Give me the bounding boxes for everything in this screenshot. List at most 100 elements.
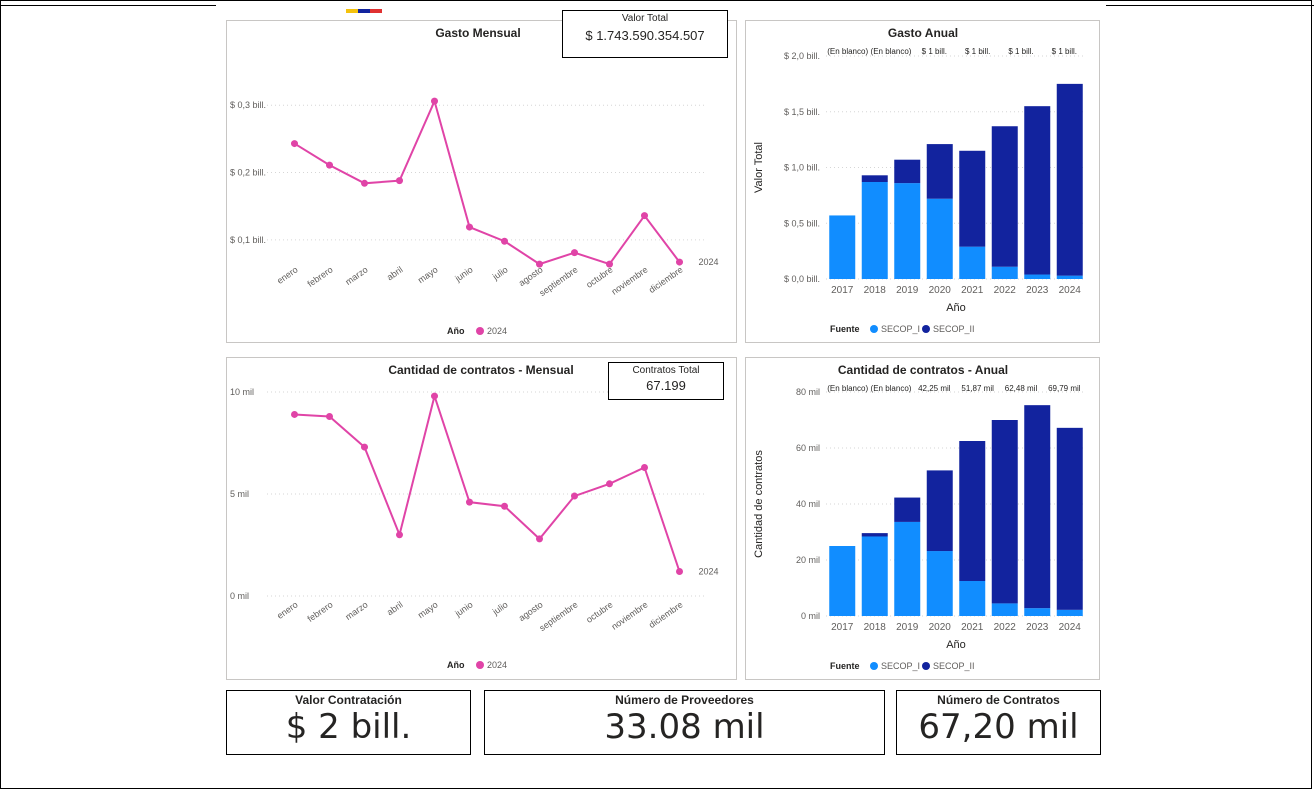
x-tick-label: octubre	[584, 264, 614, 289]
legend-title: Año	[447, 660, 465, 670]
bar-secop_ii-2018	[861, 533, 888, 537]
bar-secop_ii-2018	[861, 175, 888, 182]
bar-secop_i-2017	[829, 546, 856, 616]
gasto-mensual-title: Gasto Mensual	[435, 26, 520, 40]
data-point	[431, 392, 438, 400]
x-tick-label: 2024	[1059, 285, 1082, 296]
legend-swatch-secop-i	[870, 325, 878, 333]
total-data-label: (En blanco)	[827, 47, 868, 56]
x-tick-label: marzo	[343, 264, 369, 287]
legend-swatch-secop-ii	[922, 325, 930, 333]
x-tick-label: julio	[490, 599, 510, 617]
x-tick-label: marzo	[343, 599, 369, 622]
bar-secop_ii-2024	[1056, 83, 1083, 276]
legend-item-secop-i: SECOP_I	[881, 324, 920, 334]
data-point	[501, 237, 508, 245]
data-point	[571, 492, 578, 500]
y-tick-label: $ 0,3 bill.	[230, 100, 266, 110]
y-tick-label: $ 1,5 bill.	[784, 107, 820, 117]
gasto-mensual-panel[interactable]: Gasto Mensual $ 0,1 bill. $ 0,2 bill. $ 0,…	[226, 20, 737, 343]
contratos-anual-chart: Cantidad de contratos - Anual 0 mil 20 mi…	[753, 363, 1086, 671]
gasto-anual-title: Gasto Anual	[888, 26, 958, 40]
data-point	[466, 498, 473, 506]
data-point	[361, 179, 368, 187]
x-tick-label: 2019	[896, 285, 919, 296]
y-tick-label: $ 0,5 bill.	[784, 218, 820, 228]
x-tick-label: 2023	[1026, 622, 1049, 633]
data-point	[396, 177, 403, 185]
top-rule-right	[1106, 5, 1314, 6]
data-point	[431, 97, 438, 105]
data-point	[641, 463, 648, 471]
y-tick-label: 0 mil	[230, 591, 249, 601]
bar-secop_ii-2021	[959, 150, 986, 247]
gasto-anual-chart: Gasto Anual $ 0,0 bill. $ 0,5 bill. $ 1,0 …	[753, 26, 1086, 334]
data-point	[571, 249, 578, 257]
bar-secop_i-2021	[959, 246, 986, 279]
y-tick-label: 20 mil	[796, 555, 820, 565]
contratos-total-title: Contratos Total	[632, 365, 700, 376]
bar-secop_i-2023	[1024, 608, 1051, 616]
contratos-total-card: Contratos Total 67.199	[608, 362, 724, 400]
x-tick-label: septiembre	[537, 599, 579, 633]
y-tick-label: 60 mil	[796, 443, 820, 453]
data-point	[291, 410, 298, 418]
contratos-anual-panel[interactable]: Cantidad de contratos - Anual 0 mil 20 mi…	[745, 357, 1100, 680]
data-point	[606, 480, 613, 488]
contratos-mensual-chart: Cantidad de contratos - Mensual 0 mil 5 m…	[230, 363, 719, 670]
total-data-label: 62,48 mil	[1005, 384, 1038, 393]
data-point	[326, 161, 333, 169]
data-point	[361, 443, 368, 451]
valor-total-value: $ 1.743.590.354.507	[585, 28, 705, 43]
y-tick-label: $ 0,2 bill.	[230, 168, 266, 178]
bar-secop_i-2020	[926, 198, 953, 279]
x-tick-label: 2020	[929, 622, 952, 633]
x-tick-label: noviembre	[609, 264, 649, 296]
kpi-numero-proveedores: Número de Proveedores 33.08 mil	[484, 690, 885, 755]
bar-secop_i-2020	[926, 551, 953, 616]
bar-secop_i-2024	[1056, 609, 1083, 616]
y-tick-label: 80 mil	[796, 387, 820, 397]
y-tick-label: 40 mil	[796, 499, 820, 509]
data-point	[676, 258, 683, 266]
bar-secop_ii-2022	[991, 126, 1018, 267]
bar-secop_ii-2020	[926, 144, 953, 199]
legend-item-2024: 2024	[487, 660, 507, 670]
data-point	[466, 223, 473, 231]
kpi-numero-contratos-value: 67,20 mil	[918, 707, 1079, 747]
total-data-label: (En blanco)	[871, 384, 912, 393]
series-end-label: 2024	[699, 257, 719, 267]
data-point	[641, 212, 648, 220]
gasto-anual-panel[interactable]: Gasto Anual $ 0,0 bill. $ 0,5 bill. $ 1,0 …	[745, 20, 1100, 343]
contratos-mensual-panel[interactable]: Cantidad de contratos - Mensual 0 mil 5 m…	[226, 357, 737, 680]
contratos-anual-title: Cantidad de contratos - Anual	[838, 363, 1008, 377]
kpi-valor-contratacion-value: $ 2 bill.	[285, 707, 412, 747]
flag-stripe-icon	[346, 9, 382, 13]
legend-title: Fuente	[830, 661, 860, 671]
x-tick-label: agosto	[517, 599, 545, 623]
bar-secop_i-2023	[1024, 274, 1051, 279]
total-data-label: 69,79 mil	[1048, 384, 1081, 393]
legend-swatch-secop-i	[870, 662, 878, 670]
y-tick-label: 5 mil	[230, 489, 249, 499]
x-tick-label: diciembre	[647, 264, 685, 295]
x-axis-title: Año	[946, 302, 966, 314]
bar-secop_ii-2019	[894, 159, 921, 184]
data-point	[676, 568, 683, 576]
y-tick-label: $ 2,0 bill.	[784, 51, 820, 61]
total-data-label: (En blanco)	[871, 47, 912, 56]
series-line-2024	[293, 98, 681, 266]
y-tick-label: 10 mil	[230, 387, 254, 397]
legend-item-secop-ii: SECOP_II	[933, 324, 975, 334]
legend-item-secop-ii: SECOP_II	[933, 661, 975, 671]
total-data-label: $ 1 bill.	[965, 47, 990, 56]
top-rule-left	[0, 5, 216, 6]
total-data-label: 42,25 mil	[918, 384, 951, 393]
x-tick-label: 2020	[929, 285, 952, 296]
data-point	[536, 535, 543, 543]
kpi-valor-contratacion-title: Valor Contratación	[295, 693, 402, 707]
bar-secop_ii-2021	[959, 441, 986, 581]
x-tick-label: junio	[453, 599, 475, 619]
legend-swatch-2024	[476, 327, 484, 335]
